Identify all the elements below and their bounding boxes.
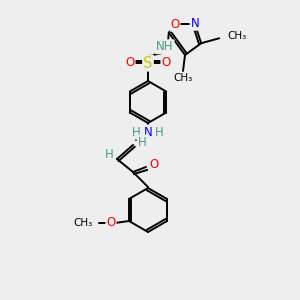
Text: O: O xyxy=(170,18,180,31)
Text: H: H xyxy=(155,125,164,139)
Text: O: O xyxy=(161,56,171,70)
Text: H: H xyxy=(132,125,141,139)
Text: O: O xyxy=(106,217,116,230)
Text: H: H xyxy=(138,136,146,148)
Text: CH₃: CH₃ xyxy=(74,218,93,228)
Text: NH: NH xyxy=(156,40,174,53)
Text: CH₃: CH₃ xyxy=(173,73,193,83)
Text: N: N xyxy=(144,125,152,139)
Text: O: O xyxy=(149,158,159,172)
Text: S: S xyxy=(143,56,153,70)
Text: O: O xyxy=(125,56,135,70)
Text: N: N xyxy=(190,17,200,30)
Text: H: H xyxy=(105,148,113,161)
Text: CH₃: CH₃ xyxy=(227,31,246,41)
